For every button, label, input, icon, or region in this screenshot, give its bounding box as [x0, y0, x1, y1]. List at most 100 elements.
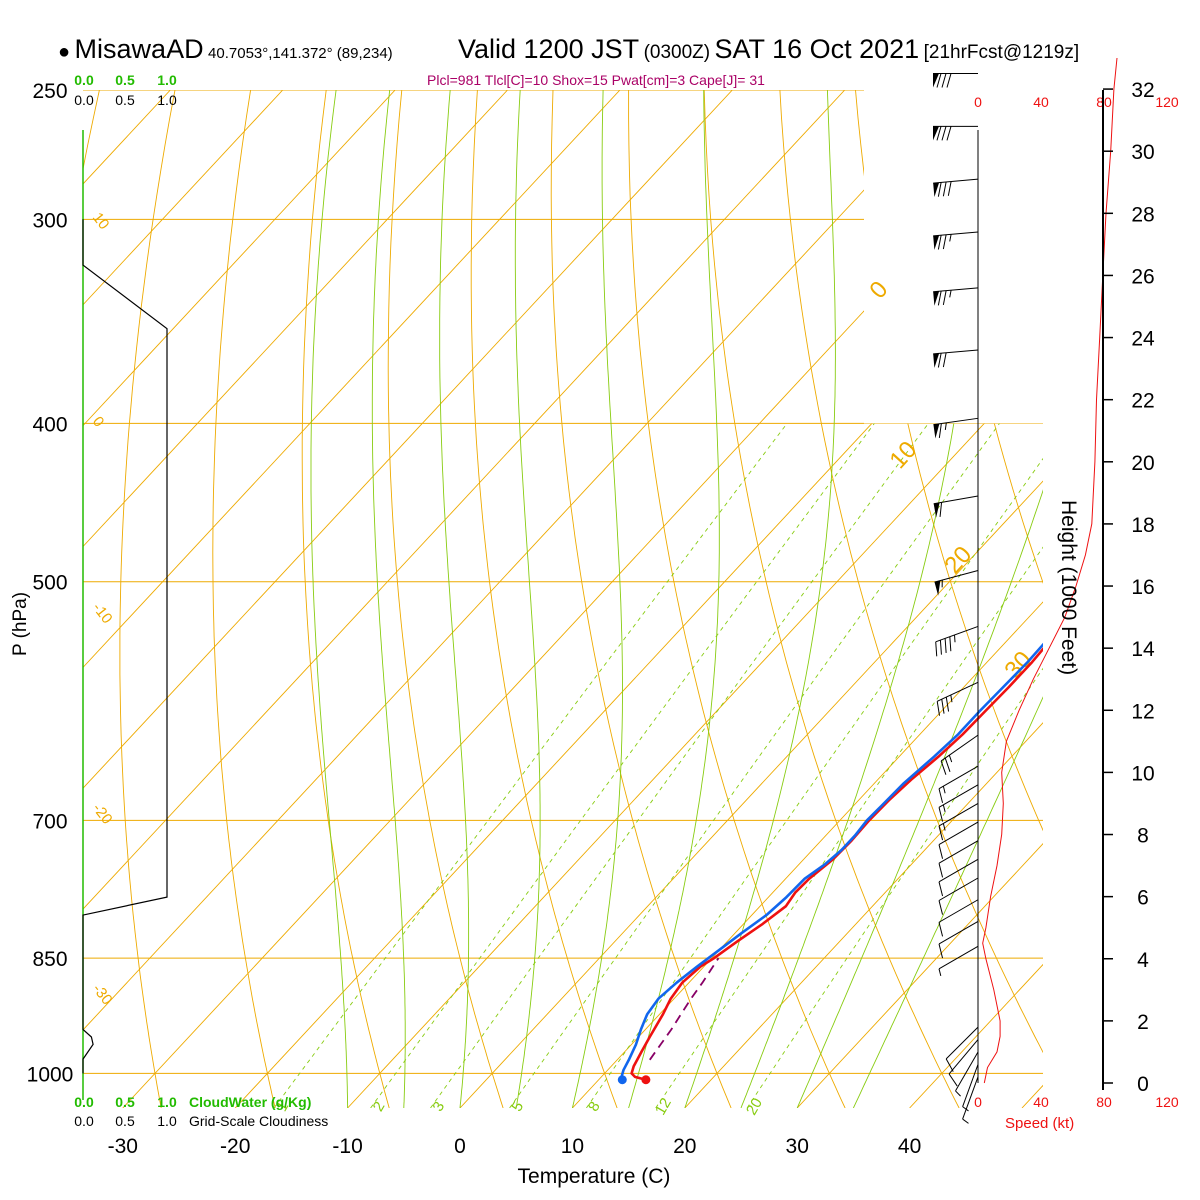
barb-feather [938, 881, 944, 897]
wind-barb [936, 681, 979, 716]
x-tick-label: -20 [220, 1135, 250, 1158]
valid-time-local: Valid 1200 JST [458, 34, 640, 64]
barb-feather [936, 126, 942, 141]
surface-point-dewpoint [617, 1075, 627, 1085]
wind-barb [938, 899, 979, 937]
moist-adiabat [310, 90, 349, 1108]
wind-barb [962, 1076, 979, 1124]
barb-pennant [933, 126, 939, 141]
barb-pennant [933, 73, 939, 88]
p-tick-label: 400 [32, 413, 67, 436]
barb-staff [938, 945, 979, 970]
barb-half-feather [949, 234, 952, 242]
isotherm [572, 90, 1043, 1108]
barb-staff [962, 1076, 979, 1120]
isotherm [83, 90, 621, 1108]
x-tick-label: 20 [673, 1135, 696, 1158]
dry-adiabat [301, 90, 390, 1108]
cloudiness-tick-bottom: 0.0 [74, 1113, 94, 1129]
height-tick-label: 24 [1131, 328, 1155, 351]
wind-barb [955, 1051, 979, 1097]
p-tick-label: 1000 [27, 1063, 74, 1086]
height-tick-label: 22 [1131, 390, 1154, 413]
x-axis-title: Temperature (C) [518, 1165, 671, 1188]
series-temperature [630, 647, 1043, 1081]
wind-barb [938, 858, 979, 897]
dry-adiabat [779, 90, 1043, 1108]
wind-barb [938, 840, 979, 878]
barb-staff [938, 784, 979, 808]
barb-pennant [933, 182, 940, 198]
surface-point-temperature [641, 1075, 651, 1085]
cloud-panel: 0.0 0.0 0.0 0.0 0.5 0.5 0.5 0.5 1.0 1.0 1.0 1.0 Clou… [74, 72, 328, 1129]
wind-tick-bottom: 80 [1096, 1094, 1112, 1110]
moist-adiabat [571, 90, 623, 1108]
barb-feather [935, 641, 938, 657]
barb-feather [938, 922, 944, 937]
barb-feather [942, 352, 947, 368]
cloud-water-tick-bottom: 0.0 [74, 1094, 94, 1110]
barb-feather [949, 636, 952, 652]
thermo-lines [83, 90, 1043, 1108]
wind-barb [933, 349, 979, 368]
dry-adiabat-label: -20 [89, 800, 116, 828]
x-tick-label: -10 [332, 1135, 362, 1158]
barb-staff [933, 287, 979, 293]
barb-feather [937, 182, 942, 197]
wind-barb [938, 921, 979, 959]
barb-half-feather [944, 422, 947, 431]
height-tick-label: 14 [1131, 638, 1155, 661]
barb-half-feather [948, 755, 953, 763]
moist-adiabat [684, 90, 836, 1108]
mixing-ratio-label: 3 [429, 1099, 448, 1115]
barb-feather [942, 234, 947, 250]
barb-pennant [933, 353, 940, 368]
station-bullet: ● [58, 41, 71, 63]
barb-pennant [933, 502, 940, 518]
barb-feather [941, 699, 945, 714]
wind-barb [938, 877, 979, 915]
barb-feather [946, 73, 952, 88]
dry-adiabat-label: -30 [89, 981, 116, 1009]
barb-feather [938, 863, 944, 878]
axes: Plcl=981 Tlcl[C]=10 Shox=15 Pwat[cm]=3 C… [10, 72, 921, 1188]
isotherm [909, 90, 1043, 1108]
height-tick-label: 0 [1137, 1073, 1149, 1096]
barb-staff [938, 899, 979, 923]
wind-tick-bottom: 40 [1033, 1094, 1049, 1110]
cloud-water-tick-top: 1.0 [157, 72, 177, 88]
moist-adiabat [796, 90, 1043, 1108]
wind-tick-top: 40 [1033, 94, 1049, 110]
mixing-ratio-line [273, 423, 788, 1108]
valid-date: SAT 16 Oct 2021 [714, 34, 920, 64]
isotherm [83, 90, 284, 1108]
barb-pennant [933, 291, 940, 306]
mixing-ratio-line [430, 423, 929, 1108]
wind-barb [933, 495, 979, 518]
wind-barb [948, 1039, 979, 1087]
barb-feather [945, 697, 950, 712]
valid-time-utc: (0300Z) [643, 42, 711, 63]
isotherm [83, 90, 846, 1108]
barb-staff [938, 821, 979, 846]
isotherm [459, 90, 1043, 1108]
moist-adiabat [852, 90, 1043, 1108]
x-tick-label: 10 [561, 1135, 584, 1158]
cloud-water-tick-top: 0.0 [74, 72, 94, 88]
barb-feather [944, 757, 951, 772]
isotherm [1021, 90, 1043, 1108]
wind-barb [938, 803, 979, 841]
barb-staff [935, 625, 979, 643]
barb-feather [939, 502, 943, 517]
barb-staff [938, 921, 979, 945]
station-name: MisawaAD [74, 34, 204, 64]
wind-barb [933, 178, 979, 198]
isotherm [83, 90, 958, 1108]
barb-feather [941, 126, 947, 141]
dry-adiabat [703, 90, 960, 1108]
wind-panel: 0040408080120120Speed (kt) [933, 57, 1179, 1132]
wind-barb [938, 765, 979, 803]
sounding-profiles [617, 642, 1043, 1085]
